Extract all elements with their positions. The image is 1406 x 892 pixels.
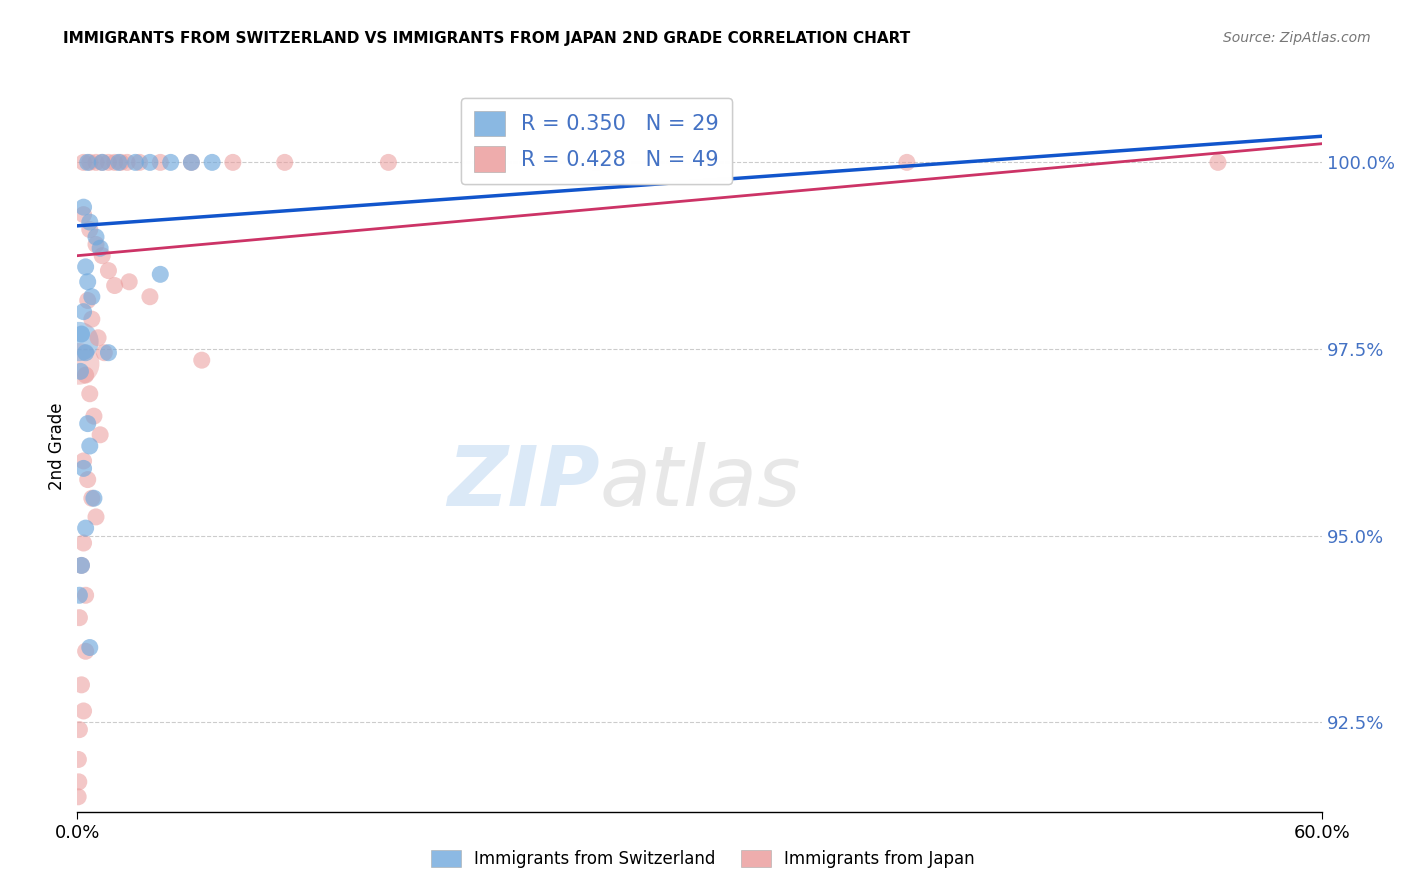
Point xyxy=(70,326,93,341)
Point xyxy=(72,208,94,222)
Point xyxy=(67,588,90,602)
Point xyxy=(75,521,97,535)
Point xyxy=(75,588,97,602)
Point xyxy=(76,155,98,169)
Point xyxy=(84,230,107,244)
Point xyxy=(201,155,224,169)
Point xyxy=(84,509,107,524)
Legend: Immigrants from Switzerland, Immigrants from Japan: Immigrants from Switzerland, Immigrants … xyxy=(425,843,981,875)
Point xyxy=(72,304,94,318)
Point xyxy=(190,353,214,368)
Point xyxy=(139,155,162,169)
Point xyxy=(180,155,202,169)
Point xyxy=(72,461,94,475)
Point xyxy=(75,345,97,359)
Point xyxy=(67,775,90,789)
Point xyxy=(87,331,110,345)
Point xyxy=(149,155,172,169)
Point xyxy=(83,409,105,424)
Point xyxy=(79,640,101,655)
Point xyxy=(72,200,94,214)
Point xyxy=(110,155,132,169)
Point xyxy=(72,454,94,468)
Point xyxy=(72,704,94,718)
Point xyxy=(377,155,399,169)
Point xyxy=(70,558,93,573)
Point xyxy=(72,536,94,550)
Point xyxy=(97,263,120,277)
Point xyxy=(79,155,101,169)
Point xyxy=(75,260,97,274)
Point xyxy=(139,290,162,304)
Point xyxy=(67,752,90,766)
Point xyxy=(75,644,97,658)
Point xyxy=(70,678,93,692)
Point xyxy=(76,417,98,431)
Point xyxy=(118,275,141,289)
Point xyxy=(115,155,138,169)
Point xyxy=(67,357,90,371)
Point xyxy=(76,275,98,289)
Point xyxy=(149,268,172,282)
Point xyxy=(72,155,94,169)
Text: ZIP: ZIP xyxy=(447,442,600,523)
Text: atlas: atlas xyxy=(600,442,801,523)
Point xyxy=(93,345,115,359)
Point xyxy=(97,345,120,359)
Point xyxy=(79,215,101,229)
Point xyxy=(80,312,103,326)
Legend: R = 0.350   N = 29, R = 0.428   N = 49: R = 0.350 N = 29, R = 0.428 N = 49 xyxy=(461,98,731,185)
Point xyxy=(80,491,103,506)
Point xyxy=(67,789,90,804)
Point xyxy=(79,386,101,401)
Point xyxy=(70,558,93,573)
Point xyxy=(91,155,114,169)
Point xyxy=(273,155,295,169)
Point xyxy=(83,491,105,506)
Point xyxy=(128,155,150,169)
Point xyxy=(67,334,90,349)
Text: Source: ZipAtlas.com: Source: ZipAtlas.com xyxy=(1223,31,1371,45)
Point xyxy=(222,155,245,169)
Point xyxy=(104,155,127,169)
Point xyxy=(91,155,114,169)
Point xyxy=(124,155,146,169)
Point xyxy=(67,610,90,624)
Point xyxy=(69,364,91,378)
Point xyxy=(896,155,918,169)
Point xyxy=(84,155,107,169)
Point xyxy=(89,241,111,255)
Point xyxy=(76,473,98,487)
Point xyxy=(75,368,97,383)
Point xyxy=(84,237,107,252)
Point xyxy=(180,155,202,169)
Point xyxy=(79,439,101,453)
Point xyxy=(1206,155,1229,169)
Point xyxy=(585,155,607,169)
Point xyxy=(107,155,129,169)
Point xyxy=(80,290,103,304)
Point xyxy=(79,222,101,236)
Point xyxy=(104,278,127,293)
Point xyxy=(97,155,120,169)
Point xyxy=(76,293,98,308)
Point xyxy=(67,723,90,737)
Point xyxy=(91,249,114,263)
Y-axis label: 2nd Grade: 2nd Grade xyxy=(48,402,66,490)
Point xyxy=(159,155,181,169)
Point xyxy=(89,427,111,442)
Text: IMMIGRANTS FROM SWITZERLAND VS IMMIGRANTS FROM JAPAN 2ND GRADE CORRELATION CHART: IMMIGRANTS FROM SWITZERLAND VS IMMIGRANT… xyxy=(63,31,911,46)
